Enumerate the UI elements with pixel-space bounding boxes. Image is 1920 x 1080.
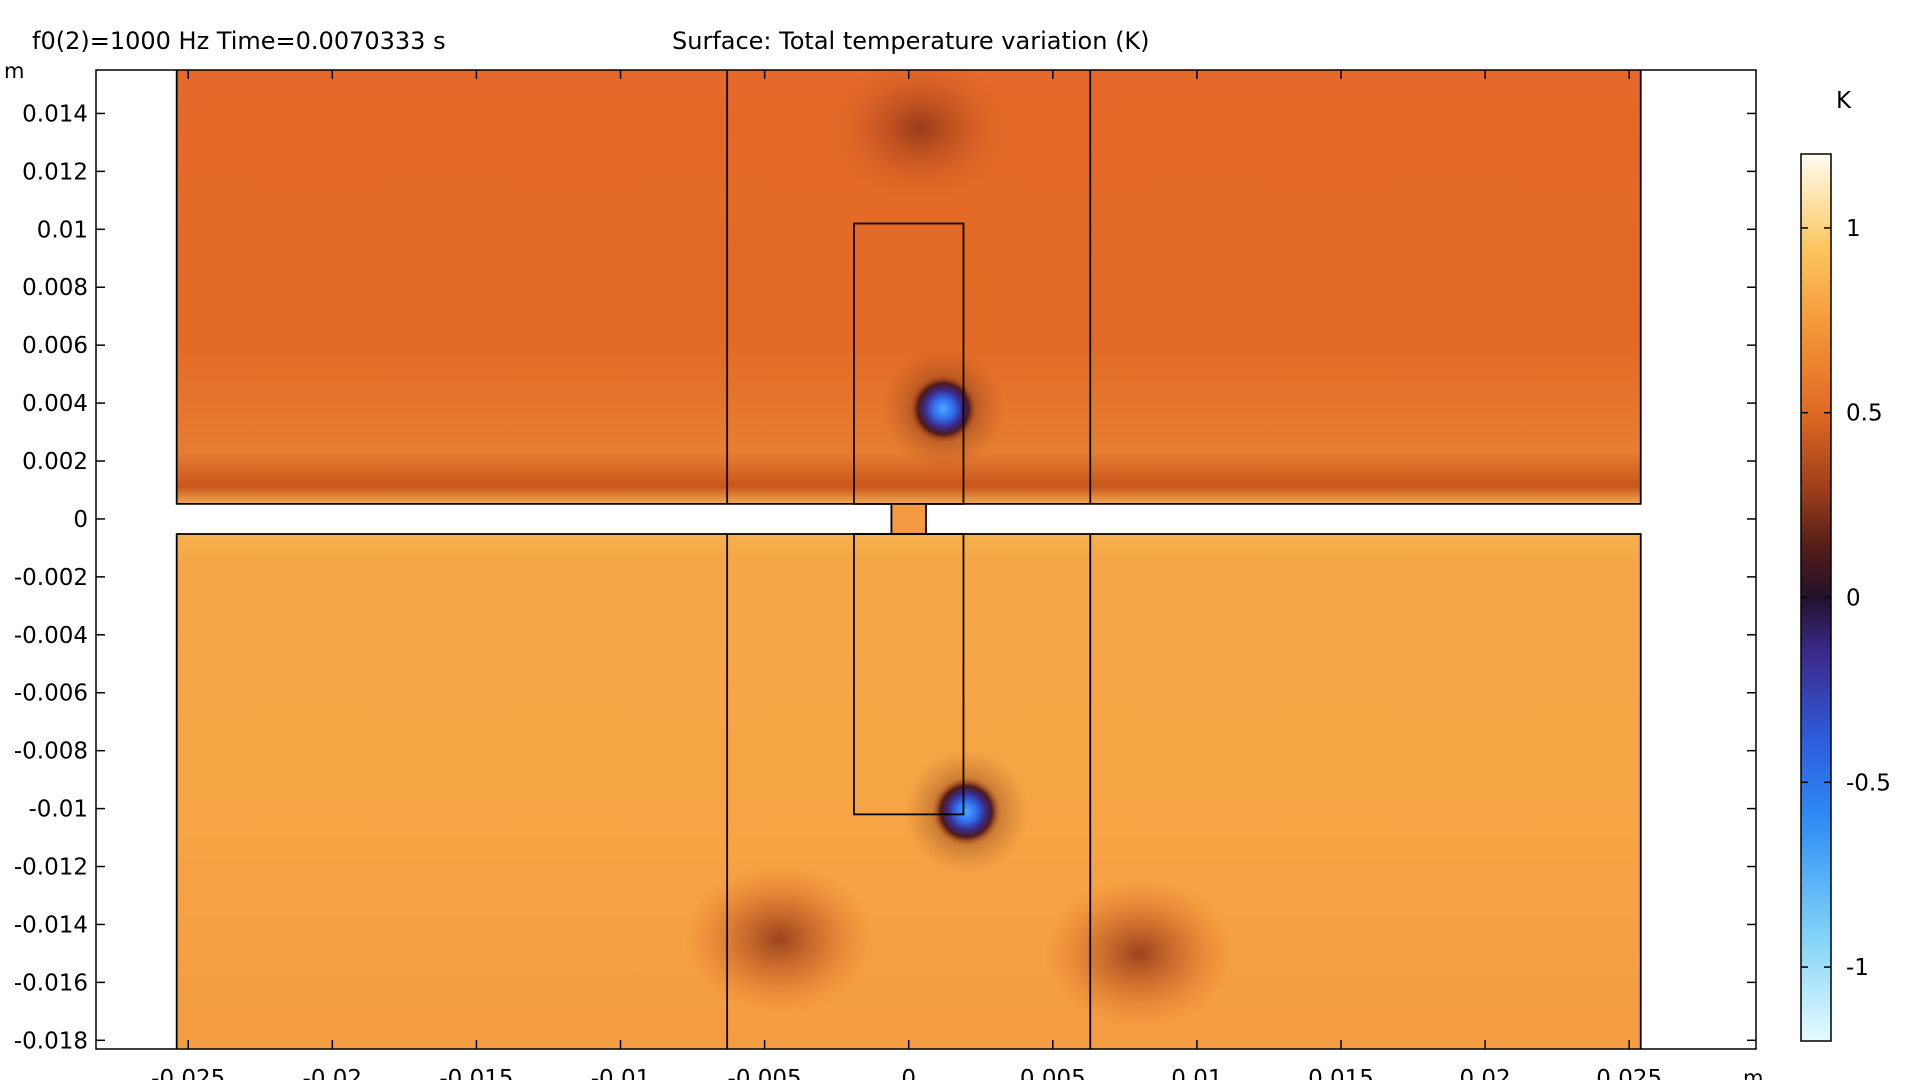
y-tick-label: -0.014 <box>14 912 88 938</box>
parameter-label: f0(2)=1000 Hz Time=0.0070333 s <box>32 27 446 55</box>
colorbar-unit: K <box>1836 88 1852 114</box>
x-tick-label: -0.01 <box>591 1066 651 1080</box>
y-tick-label: -0.01 <box>28 797 88 823</box>
x-tick-label: -0.005 <box>728 1066 802 1080</box>
y-tick-label: -0.016 <box>14 970 88 996</box>
y-tick-label: 0.012 <box>22 159 88 185</box>
y-tick-label: 0.008 <box>22 275 88 301</box>
colorbar-tick-label: 0 <box>1846 586 1861 612</box>
x-axis: -0.025 -0.02 -0.015 -0.01 -0.005 0 0.005 0.01 0.… <box>151 70 1662 1080</box>
y-tick-label: 0 <box>73 507 88 533</box>
y-tick-label: 0.01 <box>37 217 88 243</box>
y-axis-unit: m <box>4 59 24 83</box>
y-tick-label: -0.008 <box>14 739 88 765</box>
colorbar-tick-label: 0.5 <box>1846 401 1883 427</box>
temperature-field <box>176 70 1641 1049</box>
slit-fill <box>891 502 926 536</box>
y-tick-label: -0.006 <box>14 681 88 707</box>
axes-frame <box>95 69 1757 1050</box>
colorbar-tick-label: -0.5 <box>1846 770 1891 796</box>
y-tick-label: 0.014 <box>22 101 88 127</box>
x-tick-label: 0 <box>901 1066 916 1080</box>
geometry-outline <box>175 70 1642 1049</box>
lower-chamber-field <box>176 534 1641 1049</box>
warm-patch-4 <box>1044 878 1235 1029</box>
lower-block-outline <box>853 533 965 816</box>
colorbar-tick-label: -1 <box>1846 955 1869 981</box>
x-tick-label: 0.015 <box>1308 1066 1374 1080</box>
x-tick-label: 0.005 <box>1020 1066 1086 1080</box>
x-tick-label: 0.01 <box>1171 1066 1222 1080</box>
y-tick-label: -0.002 <box>14 565 88 591</box>
x-tick-label: 0.025 <box>1596 1066 1662 1080</box>
plot-title: Surface: Total temperature variation (K) <box>672 27 1150 55</box>
y-tick-label: -0.018 <box>14 1028 88 1054</box>
colorbar-tick-label: 1 <box>1846 216 1861 242</box>
x-tick-label: -0.025 <box>151 1066 225 1080</box>
vortex-1 <box>932 777 1001 846</box>
warm-patch-3 <box>684 863 875 1014</box>
y-tick-label: 0.002 <box>22 449 88 475</box>
y-tick-label: -0.004 <box>14 623 88 649</box>
upper-chamber-field <box>176 70 1641 504</box>
x-tick-label: 0.02 <box>1459 1066 1510 1080</box>
upper-block-outline <box>853 222 965 505</box>
lower-chamber-outline-right <box>926 533 1642 1049</box>
lower-chamber-outline-left <box>175 533 892 1049</box>
y-tick-label: 0.006 <box>22 333 88 359</box>
x-tick-label: -0.02 <box>303 1066 363 1080</box>
vortex-0 <box>909 374 978 443</box>
x-axis-unit: m <box>1743 1066 1763 1080</box>
y-axis: 0.014 0.012 0.01 0.008 0.006 0.004 0.002 0 -0.00… <box>14 101 1756 1054</box>
x-tick-label: -0.015 <box>439 1066 513 1080</box>
colorbar: K 1 0.5 0 -0.5 -1 <box>1800 88 1891 1042</box>
y-tick-label: 0.004 <box>22 391 88 417</box>
y-tick-label: -0.012 <box>14 855 88 881</box>
warm-patch-2 <box>825 70 1016 203</box>
